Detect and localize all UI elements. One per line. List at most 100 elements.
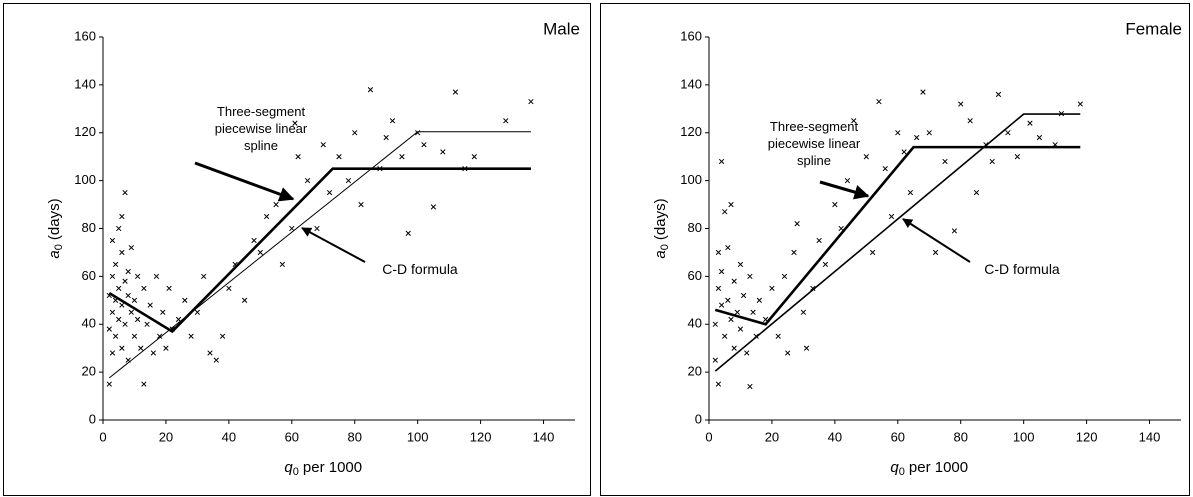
- x-label-subscript: 0: [899, 466, 905, 478]
- x-tick-label: 40: [828, 429, 842, 444]
- scatter-point: [138, 345, 144, 351]
- scatter-point: [109, 350, 116, 356]
- scatter-point: [383, 134, 389, 141]
- scatter-point: [876, 98, 882, 105]
- scatter-point: [125, 268, 131, 275]
- y-label-symbol: a: [652, 250, 669, 258]
- scatter-point: [728, 201, 734, 208]
- scatter-point: [785, 350, 791, 356]
- line: [714, 113, 1081, 372]
- scatter-point: [737, 326, 744, 332]
- scatter-point: [273, 201, 279, 208]
- scatter-point: [201, 273, 207, 280]
- scatter-point: [166, 285, 172, 291]
- scatter-point: [125, 292, 131, 299]
- scatter-point: [358, 201, 364, 208]
- scatter-point: [326, 189, 333, 196]
- scatter-point: [109, 237, 116, 244]
- scatter-point: [942, 158, 948, 165]
- scatter-point: [958, 101, 964, 107]
- scatter-point: [440, 149, 446, 155]
- scatter-point: [226, 285, 232, 291]
- scatter-point: [951, 228, 958, 234]
- scatter-point: [747, 383, 753, 390]
- y-label-symbol: a: [46, 250, 63, 258]
- scatter-point: [715, 249, 722, 256]
- panel-border: [600, 3, 1190, 496]
- scatter-point: [722, 333, 728, 339]
- scatter-point: [336, 154, 342, 160]
- scatter-point: [389, 118, 396, 124]
- scatter-point: [156, 333, 163, 339]
- y-tick-label: 80: [688, 220, 702, 235]
- y-tick-label: 100: [680, 172, 702, 187]
- scatter-point: [116, 225, 122, 232]
- scatter-point: [279, 261, 286, 268]
- scatter-point: [528, 98, 534, 105]
- y-tick-label: 0: [695, 411, 702, 426]
- scatter-point: [920, 89, 926, 95]
- y-tick-label: 40: [82, 316, 96, 331]
- scatter-point: [895, 130, 901, 136]
- x-tick-label: 20: [159, 429, 173, 444]
- scatter-point: [1005, 130, 1011, 136]
- y-tick-label: 160: [74, 28, 96, 43]
- scatter-point: [141, 285, 147, 291]
- scatter-point: [134, 316, 141, 323]
- annotation: Three-segment piecewise linear spline: [214, 104, 308, 153]
- x-tick-label: 60: [891, 429, 905, 444]
- y-axis-label: a0 (days): [652, 198, 671, 258]
- scatter-point: [188, 333, 194, 339]
- y-tick-label: 100: [74, 172, 96, 187]
- scatter-point: [800, 309, 807, 315]
- scatter-point: [116, 316, 122, 323]
- scatter-point: [153, 273, 160, 280]
- x-label-text: per 1000: [909, 459, 968, 476]
- scatter-point: [292, 120, 298, 126]
- scatter-point: [851, 118, 857, 124]
- scatter-point: [128, 309, 134, 315]
- scatter-point: [182, 297, 188, 303]
- scatter-point: [304, 177, 311, 184]
- scatter-point: [995, 91, 1002, 98]
- scatter-point: [109, 273, 116, 280]
- y-tick-label: 40: [688, 316, 702, 331]
- annotation-arrow: [819, 180, 870, 200]
- line: [714, 145, 1081, 326]
- scatter-point: [973, 189, 980, 196]
- scatter-point: [112, 261, 119, 268]
- scatter-point: [832, 201, 838, 208]
- scatter-point: [810, 285, 816, 291]
- x-tick-label: 140: [1139, 429, 1161, 444]
- x-label-symbol: q: [284, 459, 293, 476]
- scatter-point: [503, 118, 509, 124]
- scatter-point: [718, 268, 725, 275]
- scatter-point: [345, 177, 352, 184]
- y-label-text: (days): [46, 198, 63, 240]
- scatter-point: [794, 221, 800, 227]
- panel-border: [3, 3, 591, 496]
- annotation-arrow: [301, 227, 366, 263]
- y-axis-label: a0 (days): [46, 198, 65, 258]
- x-tick-label: 60: [285, 429, 299, 444]
- annotation-arrow: [902, 218, 971, 263]
- x-tick-label: 0: [705, 429, 712, 444]
- scatter-point: [122, 321, 128, 327]
- scatter-point: [112, 333, 119, 339]
- x-tick-label: 80: [953, 429, 967, 444]
- x-tick-label: 120: [470, 429, 492, 444]
- scatter-point: [263, 213, 270, 220]
- chart-title: Male: [543, 19, 580, 38]
- scatter-point: [967, 118, 973, 124]
- x-axis-label: q0 per 1000: [284, 459, 362, 478]
- y-tick-label: 120: [680, 124, 702, 139]
- x-axis-label: q0 per 1000: [890, 459, 968, 478]
- scatter-point: [725, 297, 731, 303]
- scatter-point: [160, 309, 166, 315]
- scatter-point: [131, 333, 138, 339]
- scatter-point: [731, 345, 737, 351]
- scatter-point: [756, 297, 763, 303]
- x-label-symbol: q: [890, 459, 899, 476]
